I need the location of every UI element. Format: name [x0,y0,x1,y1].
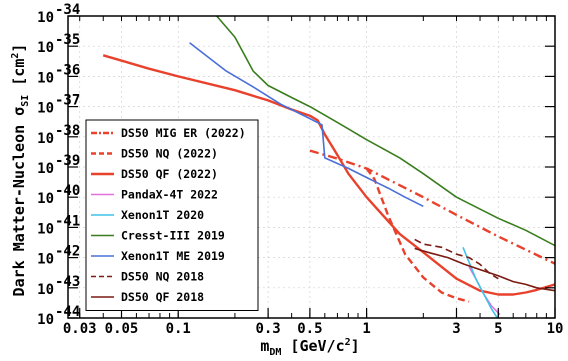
y-axis-title: Dark Matter-Nucleon σSI [cm2] [10,44,31,297]
x-tick-label-2: 0.1 [166,321,191,337]
legend-label-4: Xenon1T 2020 [121,208,204,222]
x-tick-label-3: 0.3 [255,321,280,337]
legend-label-7: DS50 NQ 2018 [121,270,204,284]
y-tick-exponent-9: -35 [55,32,80,48]
y-tick-exponent-0: -44 [55,304,80,320]
y-tick-exponent-4: -40 [55,183,80,199]
legend-box [85,119,259,311]
y-tick-label-4: 10 [37,191,54,207]
y-tick-exponent-1: -43 [55,274,80,290]
legend-label-0: DS50 MIG ER (2022) [121,126,246,140]
legend-label-5: Cresst-III 2019 [121,229,225,243]
x-tick-label-7: 5 [494,321,502,337]
y-tick-label-6: 10 [37,131,54,147]
x-tick-label-6: 3 [452,321,460,337]
legend: DS50 MIG ER (2022) DS50 NQ (2022) DS50 QF … [85,119,259,311]
x-tick-label-1: 0.05 [105,321,139,337]
x-tick-label-8: 10 [547,321,564,337]
series-line-1 [365,167,470,303]
y-tick-label-1: 10 [37,282,54,298]
y-tick-label-8: 10 [37,70,54,86]
legend-label-1: DS50 NQ (2022) [121,147,218,161]
y-tick-exponent-6: -38 [55,123,80,139]
legend-label-2: DS50 QF (2022) [121,167,218,181]
series-line-5 [216,16,555,247]
legend-label-3: PandaX-4T 2022 [121,188,218,202]
y-tick-label-9: 10 [37,40,54,56]
x-axis-title: mDM [GeV/c2] [260,337,359,358]
y-tick-exponent-8: -36 [55,62,80,78]
series-line-2 [102,54,555,296]
y-tick-label-10: 10 [37,10,54,26]
legend-label-6: Xenon1T ME 2019 [121,249,225,263]
y-tick-exponent-5: -39 [55,153,80,169]
series-line-4 [462,246,499,318]
y-tick-label-0: 10 [37,312,54,328]
y-tick-label-7: 10 [37,101,54,117]
x-tick-label-4: 0.5 [297,321,322,337]
x-tick-label-5: 1 [362,321,370,337]
legend-label-8: DS50 QF 2018 [121,290,204,304]
y-tick-exponent-7: -37 [55,93,80,109]
y-tick-exponent-2: -42 [55,244,80,260]
y-tick-exponent-3: -41 [55,213,80,229]
series-line-6 [189,42,424,208]
series-layer [102,16,555,318]
x-tick-label-0: 0.03 [63,321,97,337]
y-tick-label-3: 10 [37,221,54,237]
series-line-8 [414,247,555,292]
y-tick-label-5: 10 [37,161,54,177]
y-tick-exponent-10: -34 [55,2,80,18]
y-tick-label-2: 10 [37,252,54,268]
